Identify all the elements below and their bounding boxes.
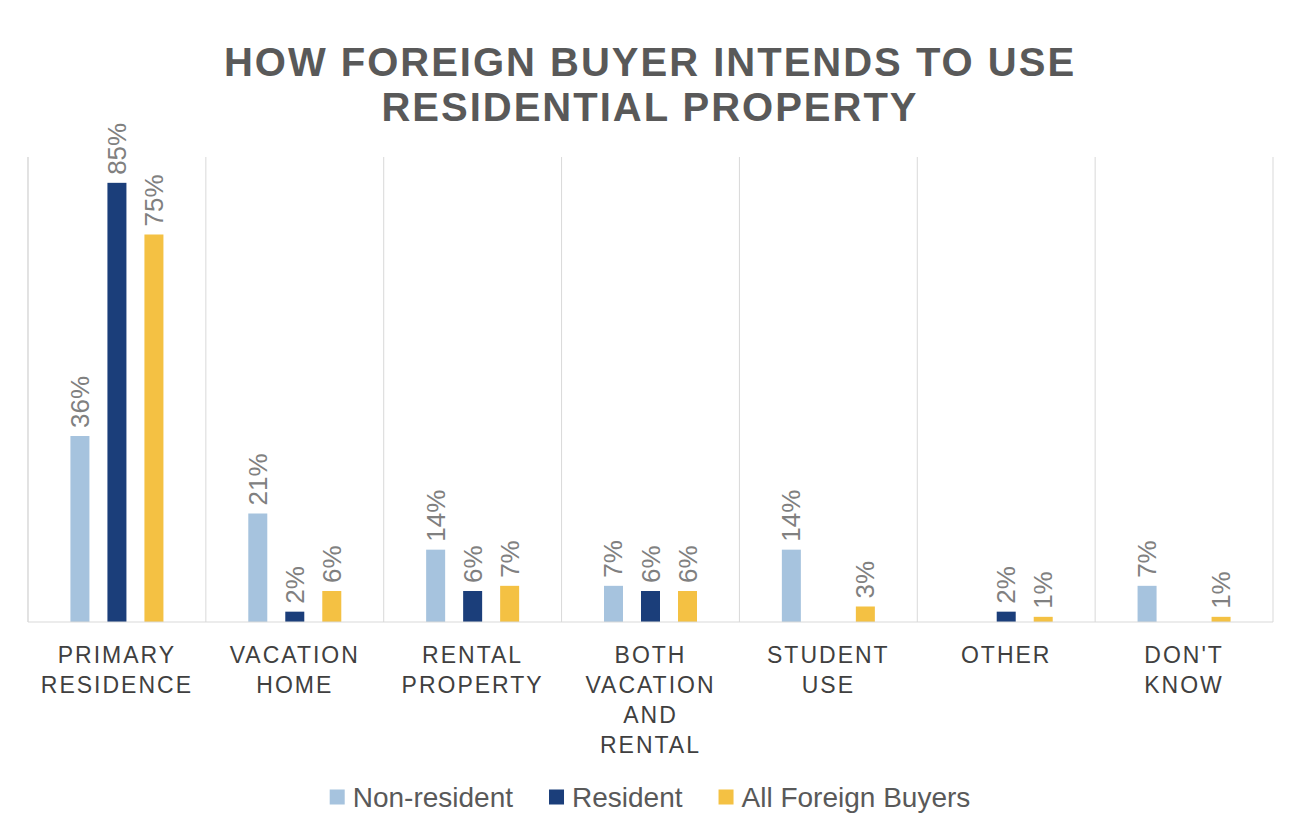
bar	[500, 586, 519, 622]
category-label: PRIMARYRESIDENCE	[41, 642, 193, 698]
bar	[604, 586, 623, 622]
data-label: 6%	[636, 545, 666, 583]
data-label: 2%	[991, 566, 1021, 604]
data-label: 85%	[102, 123, 132, 175]
bar	[997, 612, 1016, 622]
chart: HOW FOREIGN BUYER INTENDS TO USERESIDENT…	[0, 0, 1300, 837]
bar	[641, 591, 660, 622]
data-label: 14%	[421, 490, 451, 542]
title: HOW FOREIGN BUYER INTENDS TO USERESIDENT…	[224, 40, 1076, 129]
data-label: 7%	[1132, 540, 1162, 578]
bar	[107, 183, 126, 622]
category-divider	[383, 157, 384, 622]
category-label: STUDENTUSE	[767, 642, 890, 698]
legend-label: Resident	[572, 782, 683, 813]
data-label: 2%	[280, 566, 310, 604]
category-divider	[917, 157, 918, 622]
category-divider	[1095, 157, 1096, 622]
category-divider	[1273, 157, 1274, 622]
bar	[463, 591, 482, 622]
bar	[285, 612, 304, 622]
category-divider	[205, 157, 206, 622]
category-label: OTHER	[961, 642, 1052, 668]
bar	[678, 591, 697, 622]
bar	[70, 436, 89, 622]
data-label: 3%	[850, 561, 880, 599]
category-divider	[739, 157, 740, 622]
bar	[144, 235, 163, 623]
bar	[1138, 586, 1157, 622]
category-divider	[561, 157, 562, 622]
data-label: 7%	[495, 540, 525, 578]
data-label: 14%	[776, 490, 806, 542]
data-label: 6%	[458, 545, 488, 583]
bar	[426, 550, 445, 622]
x-axis-line	[28, 622, 1273, 623]
data-label: 1%	[1028, 571, 1058, 609]
data-label: 1%	[1206, 571, 1236, 609]
data-label: 21%	[243, 453, 273, 505]
legend-swatch	[330, 790, 345, 805]
bar	[1212, 617, 1231, 622]
legend-label: All Foreign Buyers	[742, 782, 971, 813]
category-label: VACATIONHOME	[230, 642, 360, 698]
legend-swatch	[719, 790, 734, 805]
data-label: 7%	[599, 540, 629, 578]
data-labels: 36%21%14%7%14%7%85%2%6%6%2%75%6%7%6%3%1%…	[65, 123, 1236, 609]
bar	[1034, 617, 1053, 622]
bar	[322, 591, 341, 622]
data-label: 6%	[673, 545, 703, 583]
legend-label: Non-resident	[353, 782, 514, 813]
data-label: 75%	[139, 174, 169, 226]
y-axis-line	[28, 157, 29, 622]
data-label: 6%	[317, 545, 347, 583]
legend: Non-resident Resident All Foreign Buyers	[330, 782, 971, 813]
category-label: BOTHVACATIONANDRENTAL	[585, 642, 715, 758]
bars	[70, 183, 1230, 622]
bar	[782, 550, 801, 622]
background	[0, 0, 1300, 837]
bar	[248, 514, 267, 623]
category-divider	[28, 157, 29, 622]
category-label: RENTALPROPERTY	[402, 642, 544, 698]
category-label: DON'TKNOW	[1144, 642, 1224, 698]
bar	[856, 607, 875, 623]
data-label: 36%	[65, 376, 95, 428]
legend-swatch	[549, 790, 564, 805]
